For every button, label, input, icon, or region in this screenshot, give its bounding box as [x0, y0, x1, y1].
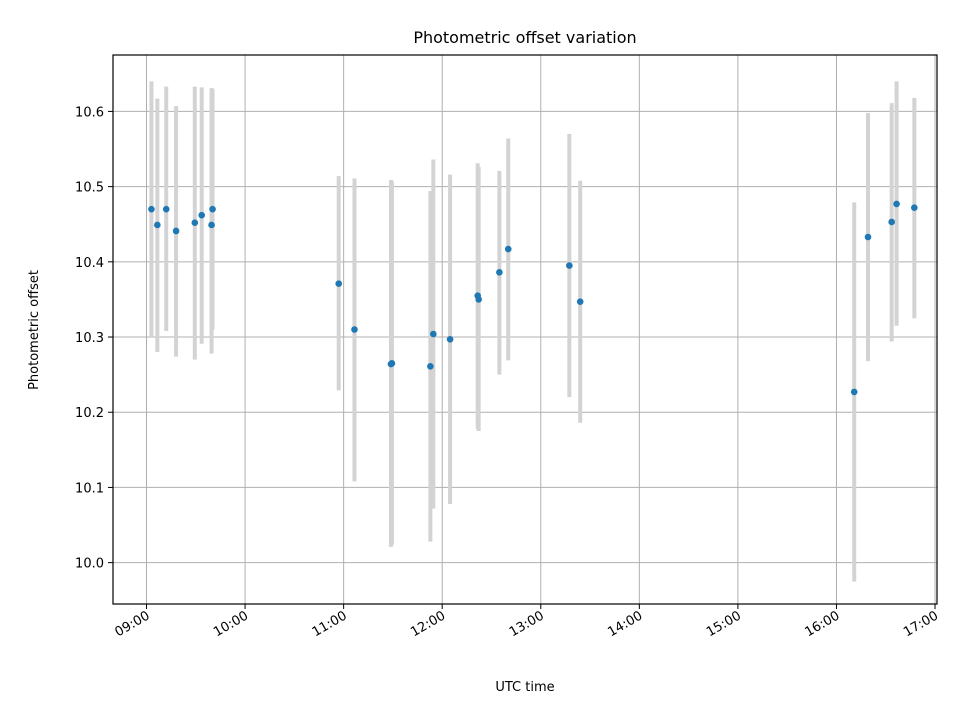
x-tick-label: 12:00: [408, 608, 448, 640]
x-tick-label: 10:00: [211, 608, 251, 640]
chart-title: Photometric offset variation: [413, 28, 636, 47]
y-tick-label: 10.0: [75, 557, 104, 572]
data-point: [191, 219, 199, 227]
data-point: [864, 233, 872, 241]
y-tick-label: 10.5: [75, 181, 104, 196]
data-point: [388, 360, 396, 367]
data-point: [162, 205, 170, 213]
x-tick-label: 09:00: [113, 608, 153, 640]
data-point: [888, 218, 895, 226]
data-point: [911, 204, 918, 211]
x-axis-label: UTC time: [495, 680, 554, 695]
data-point: [893, 200, 900, 208]
data-point: [208, 221, 215, 229]
data-point: [446, 335, 454, 343]
data-point: [148, 205, 155, 213]
data-point: [172, 227, 180, 235]
data-point: [209, 205, 216, 213]
data-point: [496, 269, 503, 276]
data-point: [427, 363, 434, 370]
x-tick-label: 11:00: [310, 608, 350, 640]
y-tick-label: 10.4: [75, 256, 104, 271]
data-point: [351, 326, 358, 333]
data-point: [335, 280, 343, 287]
x-tick-label: 17:00: [901, 608, 941, 640]
data-point: [576, 298, 584, 305]
grid-lines: [113, 55, 937, 604]
data-point: [198, 211, 206, 219]
data-point: [504, 245, 512, 253]
y-tick-label: 10.2: [75, 406, 104, 421]
data-point: [475, 296, 482, 303]
x-tick-label: 16:00: [803, 608, 843, 640]
y-tick-label: 10.1: [75, 481, 104, 496]
data-point: [566, 262, 573, 269]
data-point: [850, 388, 858, 396]
x-tick-label: 15:00: [704, 608, 744, 640]
plot-frame: [112, 54, 938, 605]
y-axis-ticks: 10.0 10.1 10.2 10.3 10.4 10.5 10.6: [75, 105, 113, 572]
error-bars: [149, 81, 917, 582]
x-tick-label: 13:00: [507, 608, 547, 640]
data-point: [430, 330, 437, 338]
y-tick-label: 10.6: [75, 105, 104, 120]
y-tick-label: 10.3: [75, 331, 104, 346]
y-axis-label: Photometric offset: [27, 270, 42, 390]
data-point: [154, 221, 161, 229]
data-points: [148, 200, 918, 396]
x-tick-label: 14:00: [605, 608, 645, 640]
x-axis-ticks: 09:00 10:00 11:00 12:00 13:00 14:00 15:00 16:00…: [113, 604, 941, 640]
